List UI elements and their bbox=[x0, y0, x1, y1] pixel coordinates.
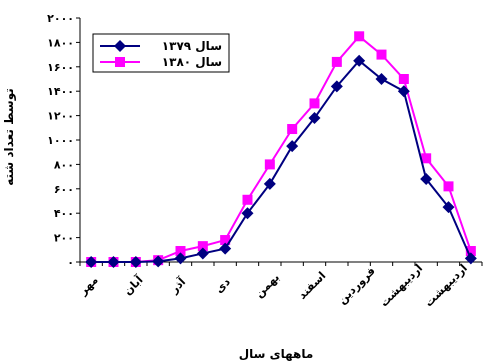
data-point bbox=[421, 153, 432, 164]
x-tick-label: آذر bbox=[166, 274, 188, 296]
data-point bbox=[219, 242, 232, 255]
series-layer bbox=[85, 31, 477, 268]
data-point bbox=[197, 241, 208, 252]
legend-label: سال ۱۳۸۰ bbox=[162, 55, 222, 69]
y-tick-label: ۱۲۰۰ bbox=[47, 110, 74, 123]
data-point bbox=[420, 173, 433, 186]
y-tick-label: ۶۰۰ bbox=[54, 183, 74, 196]
x-tick-label: بهمن bbox=[253, 271, 282, 300]
y-tick-label: ۲۰۰۰ bbox=[47, 12, 74, 25]
data-point bbox=[398, 74, 409, 84]
y-tick-label: ۱۰۰۰ bbox=[47, 134, 74, 147]
data-point bbox=[375, 73, 388, 85]
y-tick-label: ۰ bbox=[67, 256, 74, 269]
data-point bbox=[442, 201, 455, 214]
data-point bbox=[175, 246, 186, 257]
data-point bbox=[308, 112, 321, 125]
data-point bbox=[331, 56, 342, 67]
y-tick-label: ۱۴۰۰ bbox=[47, 85, 74, 98]
series-1 bbox=[85, 54, 477, 268]
data-point bbox=[397, 85, 410, 98]
data-point bbox=[353, 54, 366, 67]
x-tick-label: دی bbox=[213, 275, 234, 296]
data-point bbox=[376, 49, 387, 60]
data-point bbox=[241, 207, 254, 220]
data-point bbox=[85, 256, 98, 268]
legend: سال ۱۳۷۹ سال ۱۳۸۰ bbox=[92, 33, 230, 73]
data-point bbox=[354, 31, 365, 42]
data-point bbox=[464, 252, 477, 265]
data-point bbox=[196, 247, 209, 260]
y-tick-label: ۴۰۰ bbox=[54, 207, 74, 220]
data-point bbox=[264, 159, 275, 170]
data-point bbox=[129, 256, 142, 268]
data-point bbox=[107, 256, 120, 268]
data-point bbox=[286, 140, 299, 153]
data-point bbox=[287, 124, 298, 135]
data-point bbox=[152, 255, 165, 268]
data-point bbox=[465, 246, 476, 257]
y-tick-label: ۸۰۰ bbox=[54, 158, 74, 171]
legend-label: سال ۱۳۷۹ bbox=[162, 39, 222, 53]
x-tick-label: آبان bbox=[120, 272, 145, 297]
y-tick-label: ۱۸۰۰ bbox=[47, 36, 74, 49]
data-point bbox=[242, 194, 253, 205]
x-tick-label: اردیبهشت bbox=[422, 262, 470, 310]
x-axis-ticks: مهر آبان آذر دی بهمن اسفند فروردین اردیبهشتاردی… bbox=[76, 262, 483, 310]
data-point bbox=[443, 181, 454, 192]
data-point bbox=[263, 177, 276, 190]
series-line bbox=[91, 59, 472, 263]
data-point bbox=[220, 235, 231, 246]
data-point bbox=[330, 80, 343, 93]
x-axis-title: ماههای سال bbox=[239, 347, 314, 361]
y-tick-label: ۲۰۰ bbox=[54, 232, 74, 245]
data-point bbox=[174, 252, 187, 265]
x-tick-label: اردیبهشت bbox=[378, 262, 426, 310]
y-axis-ticks: ۰ ۲۰۰ ۴۰۰ ۶۰۰ ۸۰۰ ۱۰۰۰ ۱۲۰۰ ۱۴۰۰ ۱۶۰۰ ۱۸۰۰ ۲۰۰۰ bbox=[47, 12, 80, 269]
legend-swatch-marker bbox=[115, 57, 125, 67]
y-axis-title: توسط تعداد شته bbox=[2, 88, 17, 186]
y-tick-label: ۱۶۰۰ bbox=[47, 61, 74, 74]
x-tick-label: فروردین bbox=[336, 264, 378, 306]
legend-swatch-marker bbox=[114, 40, 126, 52]
data-point bbox=[309, 98, 320, 109]
x-tick-label: مهر bbox=[76, 274, 101, 299]
x-tick-label: اسفند bbox=[296, 269, 329, 302]
